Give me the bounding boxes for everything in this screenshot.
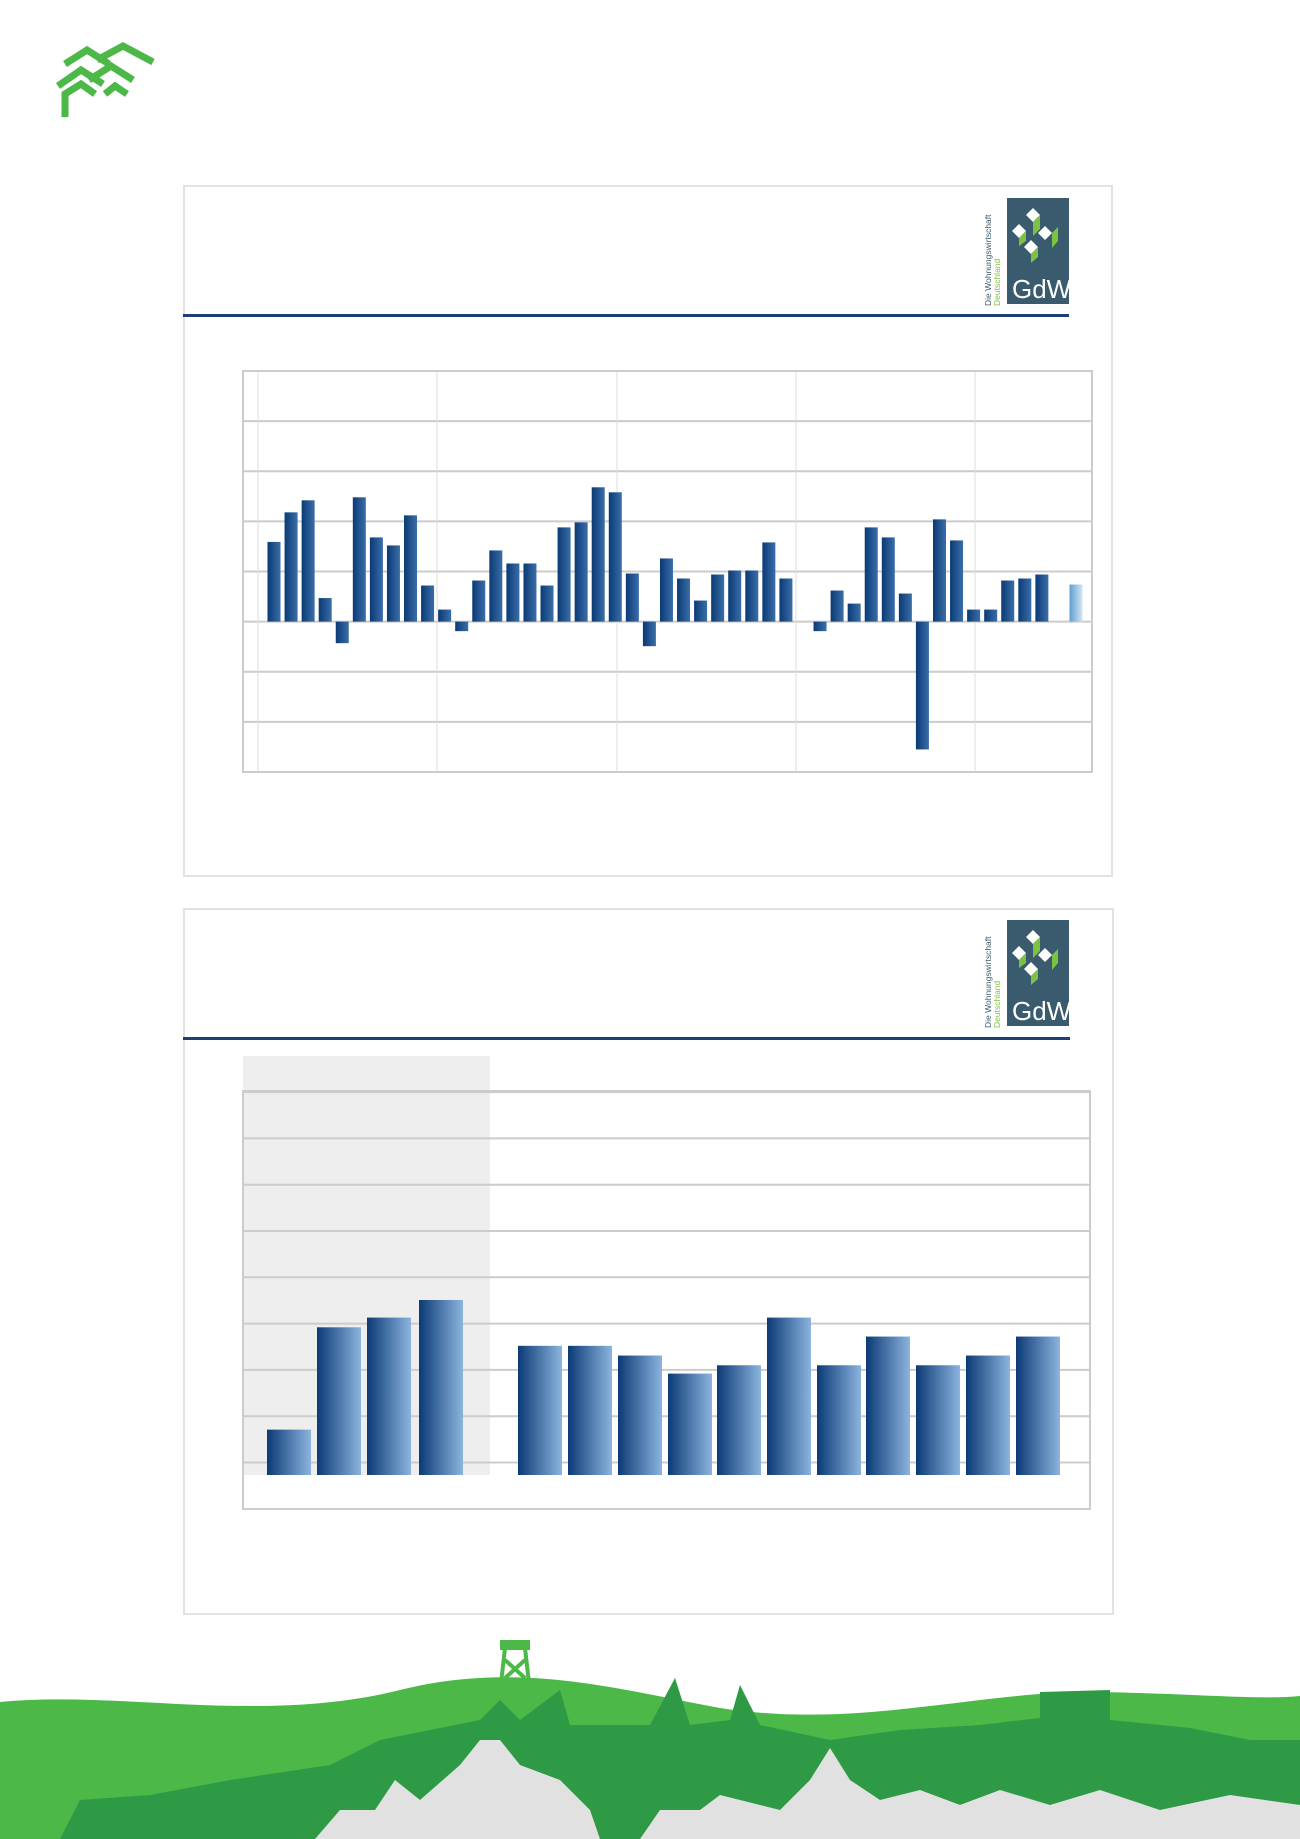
bar bbox=[932, 519, 946, 622]
bar bbox=[301, 500, 315, 622]
bar bbox=[317, 1327, 361, 1475]
housing-cooperative-logo bbox=[55, 42, 160, 120]
bar bbox=[568, 1345, 612, 1475]
bar bbox=[267, 1429, 311, 1475]
gdw-wordmark: GdW bbox=[1012, 274, 1072, 304]
bar bbox=[608, 492, 622, 622]
bar bbox=[915, 621, 929, 750]
bar bbox=[438, 609, 452, 622]
panel-2-divider bbox=[183, 1037, 1070, 1040]
bar bbox=[591, 487, 605, 622]
bar bbox=[455, 621, 469, 632]
bar bbox=[489, 550, 503, 622]
bar bbox=[267, 541, 281, 622]
bar bbox=[540, 585, 554, 622]
bar bbox=[950, 540, 964, 622]
bar bbox=[864, 527, 878, 622]
bar bbox=[642, 621, 656, 647]
gdw-tagline-2: Deutschland bbox=[992, 258, 1002, 306]
bar bbox=[967, 609, 981, 622]
bar bbox=[523, 563, 537, 622]
bar bbox=[881, 537, 895, 622]
bar bbox=[668, 1373, 712, 1475]
bar bbox=[916, 1365, 960, 1475]
bar bbox=[284, 512, 298, 622]
bar bbox=[1035, 574, 1049, 622]
bar bbox=[421, 585, 435, 622]
gdw-logo-2: Die Wohnungswirtschaft Deutschland GdW bbox=[983, 918, 1079, 1028]
bar bbox=[618, 1355, 662, 1475]
bar bbox=[386, 545, 400, 622]
bar bbox=[404, 515, 418, 622]
bar bbox=[984, 609, 998, 622]
bar bbox=[1001, 580, 1015, 622]
bar bbox=[717, 1365, 761, 1475]
panel-1-divider bbox=[183, 314, 1069, 317]
bar bbox=[659, 558, 673, 622]
bar bbox=[677, 578, 691, 622]
bar bbox=[574, 522, 588, 622]
bar bbox=[369, 537, 383, 622]
bar bbox=[866, 1336, 910, 1475]
bar bbox=[1016, 1336, 1060, 1475]
gdw-wordmark: GdW bbox=[1012, 996, 1072, 1026]
bar bbox=[966, 1355, 1010, 1475]
bar bbox=[711, 574, 725, 622]
bar bbox=[745, 570, 759, 622]
bar bbox=[1018, 578, 1032, 622]
town-landscape-illustration bbox=[0, 1640, 1300, 1839]
plot-border bbox=[242, 1090, 1091, 1510]
bar bbox=[335, 621, 349, 644]
chart-1-quarterly-bars bbox=[242, 370, 1093, 773]
gdw-tagline-2: Deutschland bbox=[992, 980, 1002, 1028]
bar bbox=[1069, 584, 1083, 622]
gdw-tagline-1: Die Wohnungswirtschaft bbox=[983, 214, 993, 306]
bar bbox=[847, 603, 861, 622]
bar bbox=[506, 563, 520, 622]
bar bbox=[352, 497, 366, 622]
bar bbox=[419, 1299, 463, 1475]
bar bbox=[518, 1345, 562, 1475]
bar bbox=[557, 527, 571, 622]
bar bbox=[694, 600, 708, 622]
bar bbox=[762, 542, 776, 622]
bar bbox=[318, 598, 332, 622]
bar bbox=[830, 590, 844, 622]
bar bbox=[728, 570, 742, 622]
chart-panel-1 bbox=[183, 185, 1113, 877]
bar bbox=[472, 580, 486, 622]
gdw-logo: Die Wohnungswirtschaft Deutschland GdW bbox=[983, 196, 1079, 306]
plot-border bbox=[242, 370, 1093, 773]
bar bbox=[813, 621, 827, 632]
bar bbox=[898, 593, 912, 622]
gdw-tagline-1: Die Wohnungswirtschaft bbox=[983, 936, 993, 1028]
bar bbox=[817, 1365, 861, 1475]
bar bbox=[367, 1317, 411, 1475]
bar bbox=[625, 573, 639, 622]
chart-2-annual-bars bbox=[242, 1056, 1091, 1510]
bar bbox=[779, 578, 793, 622]
bar bbox=[767, 1317, 811, 1475]
